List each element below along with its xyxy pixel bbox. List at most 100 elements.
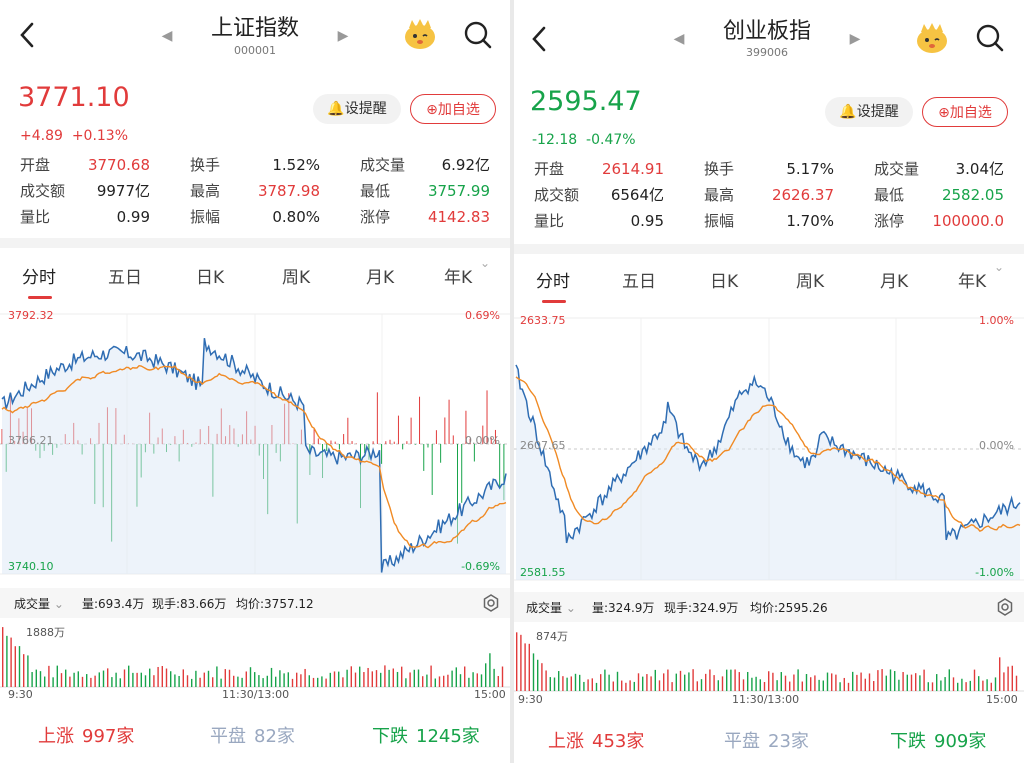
volume-bar [612,681,614,691]
volume-bar [443,675,445,687]
volume-selector[interactable]: 成交量 ⌄ [14,597,64,611]
stat-label: 最低 [360,182,391,200]
tab-3[interactable]: 周K [282,268,311,288]
volume-bar [44,676,46,687]
stat-label: 涨停 [874,212,905,230]
volume-bar [516,632,518,691]
volume-chart: 1888万 [0,618,510,688]
stat-label: 成交额 [534,186,580,204]
volume-info-bar: 成交量 ⌄ 量:693.4万 现手:83.66万 均价:3757.12 [0,588,510,618]
volume-bar [768,671,770,691]
tab-0[interactable]: 分时 [536,272,570,292]
breadth-flat: 平盘 82家 [210,726,295,747]
volume-bar [650,676,652,691]
bell-icon: 🔔 [327,101,345,117]
volume-bar [646,674,648,691]
tab-2[interactable]: 日K [710,272,739,292]
volume-bar [910,674,913,691]
volume-bar [308,675,310,687]
volume-bar [270,667,273,687]
volume-bar [430,665,432,687]
volume-selector[interactable]: 成交量 ⌄ [526,601,576,615]
chevron-down-icon[interactable]: ⌄ [994,260,1005,274]
settings-icon[interactable] [481,593,501,613]
volume-bar [480,674,483,687]
volume-bar [579,674,581,691]
volume-bar [864,678,866,691]
volume-bar [885,675,887,691]
prev-arrow-icon[interactable]: ◀ [673,31,685,47]
period-tabs: 分时 五日 日K 周K 月K 年K ⌄ [0,256,510,300]
axis-top-price: 3792.32 [8,309,54,322]
volume-bar [312,677,315,687]
stat-value: 100000.0 [932,212,1004,230]
volume-bar [14,646,16,687]
volume-value: 量:324.9万 [592,601,655,615]
volume-bar [392,668,394,687]
index-title: 上证指数 [210,16,299,41]
set-alert-button[interactable]: 🔔设提醒 [313,94,401,124]
tab-1[interactable]: 五日 [622,272,656,292]
average-line [515,376,1021,533]
stat-label: 开盘 [20,156,51,174]
volume-info-bar: 成交量 ⌄ 量:324.9万 现手:324.9万 均价:2595.26 [514,592,1024,622]
volume-bar [755,676,757,691]
tab-3[interactable]: 周K [796,272,825,292]
price-line [1,337,507,573]
volume-bar [604,669,606,691]
volume-bar [663,673,665,691]
search-icon[interactable] [462,19,494,51]
volume-bar [805,674,808,691]
axis-bottom-price: 2581.55 [520,566,566,579]
mascot-icon[interactable] [402,16,438,52]
tab-0[interactable]: 分时 [22,268,56,288]
search-icon[interactable] [974,22,1006,54]
breadth-up: 上涨 997家 [38,726,135,747]
volume-bar [363,672,365,687]
mascot-icon[interactable] [914,20,950,56]
volume-bar [843,677,845,691]
volume-bar [77,671,79,687]
tab-4[interactable]: 月K [366,268,395,288]
divider [514,244,1024,254]
volume-bar [199,677,201,687]
last-price: 2595.47 [530,86,642,117]
add-watchlist-button[interactable]: ⊕加自选 [410,94,496,124]
settings-icon[interactable] [995,597,1015,617]
volume-bar [969,680,971,691]
volume-bar [889,669,892,691]
tab-2[interactable]: 日K [196,268,225,288]
next-arrow-icon[interactable]: ▶ [337,28,349,44]
active-tab-indicator [542,300,566,303]
tab-5[interactable]: 年K [958,272,987,292]
volume-bar [350,666,352,687]
volume-bar [776,680,778,691]
volume-bar [705,673,707,691]
volume-bar [734,669,736,691]
volume-bar [212,677,214,687]
volume-bar [684,674,686,691]
stat-value: 0.80% [272,208,320,226]
next-arrow-icon[interactable]: ▶ [849,31,861,47]
volume-bar [56,665,58,687]
volume-bar [27,655,29,687]
volume-bar [763,682,766,691]
prev-arrow-icon[interactable]: ◀ [161,28,173,44]
back-arrow-icon[interactable] [526,22,554,56]
stat-label: 成交量 [874,160,920,178]
axis-top-price: 2633.75 [520,314,566,327]
add-watchlist-button[interactable]: ⊕加自选 [922,97,1008,127]
volume-bar [927,682,929,691]
volume-bar [541,663,543,691]
back-arrow-icon[interactable] [14,18,42,52]
volume-bar [338,671,340,687]
set-alert-button[interactable]: 🔔设提醒 [825,97,913,127]
last-price: 3771.10 [18,82,130,113]
chevron-down-icon: ⌄ [53,597,64,611]
tab-1[interactable]: 五日 [108,268,142,288]
chevron-down-icon[interactable]: ⌄ [480,256,491,270]
tab-4[interactable]: 月K [880,272,909,292]
volume-bar [409,672,411,687]
stat-value: 9977亿 [96,182,150,200]
tab-5[interactable]: 年K [444,268,473,288]
